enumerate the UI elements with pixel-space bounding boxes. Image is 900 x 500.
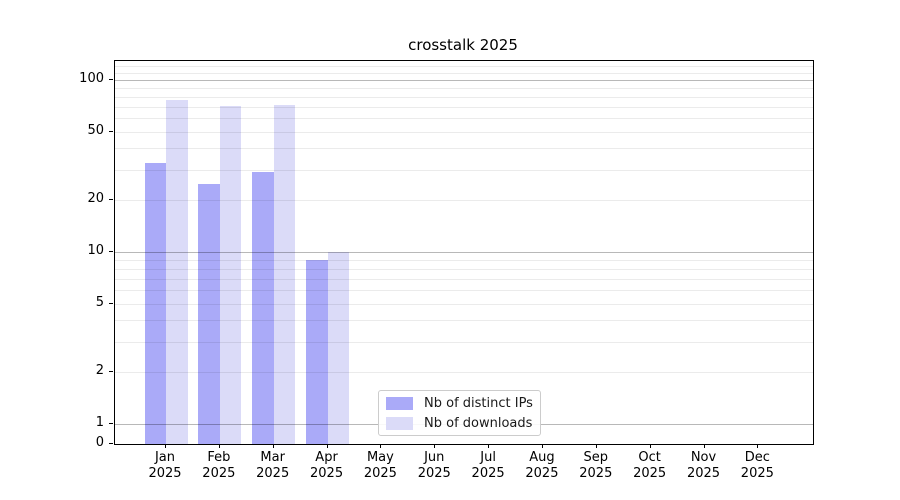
x-axis-tick-label: Oct 2025: [615, 450, 685, 482]
x-axis-tick: [488, 444, 490, 448]
y-axis-tick: [109, 79, 113, 80]
y-axis-tick: [109, 423, 113, 424]
x-axis-tick-year: 2025: [740, 466, 774, 481]
bar-downloads: [166, 99, 188, 444]
y-axis-tick-label: 100: [79, 71, 104, 86]
bar-distinct-ips: [144, 162, 166, 444]
bar-downloads: [273, 104, 296, 444]
y-axis-tick-label: 1: [95, 415, 104, 430]
x-axis-tick-label: Apr 2025: [292, 450, 362, 482]
x-axis-tick-label: Aug 2025: [507, 450, 577, 482]
x-axis-tick-label: Jun 2025: [399, 450, 469, 482]
y-gridline: [115, 66, 813, 68]
y-gridline: [115, 80, 813, 81]
legend-swatch-downloads: [386, 416, 413, 430]
x-axis-tick: [165, 444, 166, 448]
y-axis-tick: [109, 199, 113, 201]
x-axis-tick-year: 2025: [579, 466, 613, 481]
y-axis-tick-label: 10: [87, 243, 104, 258]
y-axis-tick: [109, 371, 113, 373]
x-axis-tick-label: Feb 2025: [184, 450, 254, 482]
bar-distinct-ips: [306, 259, 328, 444]
x-axis-tick-year: 2025: [525, 466, 559, 481]
y-axis-tick-label: 50: [87, 122, 104, 138]
x-axis-tick: [380, 444, 382, 448]
chart-title: crosstalk 2025: [408, 36, 518, 54]
x-axis-tick: [649, 444, 651, 448]
y-axis-tick: [109, 443, 113, 444]
y-axis-tick-label: 2: [95, 363, 104, 379]
x-axis-tick-year: 2025: [256, 466, 290, 481]
x-axis-tick-label: Dec 2025: [722, 450, 792, 482]
x-axis-tick: [434, 444, 436, 448]
x-axis-tick-label: Jul 2025: [453, 450, 523, 482]
y-gridline: [115, 87, 813, 89]
y-gridline: [115, 72, 813, 74]
legend-item: Nb of downloads: [386, 416, 540, 431]
legend: Nb of distinct IPs Nb of downloads: [378, 390, 541, 436]
x-axis-tick-label: Sep 2025: [561, 450, 631, 482]
y-axis-tick: [109, 251, 113, 252]
x-axis-tick-label: Nov 2025: [669, 450, 739, 482]
y-axis-tick-label: 20: [87, 191, 104, 207]
legend-label-downloads: Nb of downloads: [424, 415, 533, 431]
bar-distinct-ips: [198, 183, 220, 444]
legend-swatch-distinct-ips: [386, 396, 413, 410]
x-axis-tick-year: 2025: [633, 466, 667, 481]
x-axis-tick-year: 2025: [363, 466, 397, 481]
x-axis-tick-year: 2025: [417, 466, 451, 481]
y-axis-tick-label: 0: [95, 435, 104, 450]
x-axis-tick-label: May 2025: [345, 450, 415, 482]
x-axis-tick-year: 2025: [471, 466, 505, 481]
bar-downloads: [327, 252, 350, 444]
plot-area: [114, 60, 814, 445]
x-axis-tick-year: 2025: [310, 466, 344, 481]
y-axis-tick: [109, 302, 113, 304]
x-axis-tick: [326, 444, 328, 448]
y-axis-tick: [109, 130, 113, 132]
bar-downloads: [219, 105, 242, 444]
legend-item: Nb of distinct IPs: [386, 396, 540, 411]
x-axis-tick: [541, 444, 543, 448]
x-axis-tick: [272, 444, 274, 448]
y-gridline: [115, 96, 813, 98]
bar-distinct-ips: [252, 172, 274, 444]
x-axis-tick-year: 2025: [148, 466, 182, 481]
x-axis-tick: [703, 444, 705, 448]
legend-label-distinct-ips: Nb of distinct IPs: [424, 395, 533, 411]
x-axis-tick-year: 2025: [202, 466, 236, 481]
x-axis-tick: [218, 444, 220, 448]
x-axis-tick-label: Mar 2025: [238, 450, 308, 482]
y-axis-tick-label: 5: [95, 294, 104, 310]
x-axis-tick: [595, 444, 597, 448]
x-axis-tick: [757, 444, 759, 448]
x-axis-tick-label: Jan 2025: [130, 450, 200, 482]
x-axis-tick-year: 2025: [686, 466, 721, 481]
